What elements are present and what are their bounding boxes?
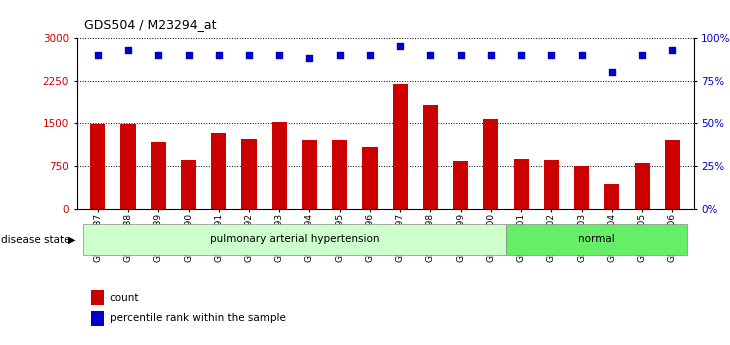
Point <box>545 52 557 58</box>
Bar <box>362 147 377 209</box>
Bar <box>120 124 136 209</box>
Point <box>304 56 315 61</box>
Bar <box>514 159 529 209</box>
Point <box>182 52 194 58</box>
Point <box>243 52 255 58</box>
Bar <box>665 140 680 209</box>
Point <box>364 52 376 58</box>
Point <box>666 47 678 53</box>
Bar <box>211 133 226 209</box>
Point <box>122 47 134 53</box>
Bar <box>332 140 347 209</box>
Bar <box>634 163 650 209</box>
Bar <box>423 105 438 209</box>
Bar <box>242 139 256 209</box>
Point <box>274 52 285 58</box>
Bar <box>544 160 559 209</box>
Bar <box>272 122 287 209</box>
Text: pulmonary arterial hypertension: pulmonary arterial hypertension <box>210 234 379 244</box>
Point <box>334 52 345 58</box>
Point <box>455 52 466 58</box>
Point <box>515 52 527 58</box>
Point <box>485 52 496 58</box>
Point <box>576 52 588 58</box>
Bar <box>302 140 317 209</box>
Bar <box>393 84 408 209</box>
Point <box>153 52 164 58</box>
Bar <box>150 142 166 209</box>
Text: ▶: ▶ <box>68 235 75 245</box>
Point <box>92 52 104 58</box>
Bar <box>604 184 620 209</box>
Point <box>606 69 618 75</box>
Bar <box>453 161 468 209</box>
Text: GDS504 / M23294_at: GDS504 / M23294_at <box>84 18 217 31</box>
Bar <box>82 224 506 255</box>
Bar <box>181 160 196 209</box>
Bar <box>574 166 589 209</box>
Bar <box>506 224 688 255</box>
Text: count: count <box>110 293 139 303</box>
Point <box>425 52 437 58</box>
Point <box>394 44 406 49</box>
Text: normal: normal <box>578 234 615 244</box>
Bar <box>91 125 105 209</box>
Point <box>637 52 648 58</box>
Text: percentile rank within the sample: percentile rank within the sample <box>110 314 285 323</box>
Bar <box>483 119 499 209</box>
Text: disease state: disease state <box>1 235 70 245</box>
Point <box>213 52 225 58</box>
